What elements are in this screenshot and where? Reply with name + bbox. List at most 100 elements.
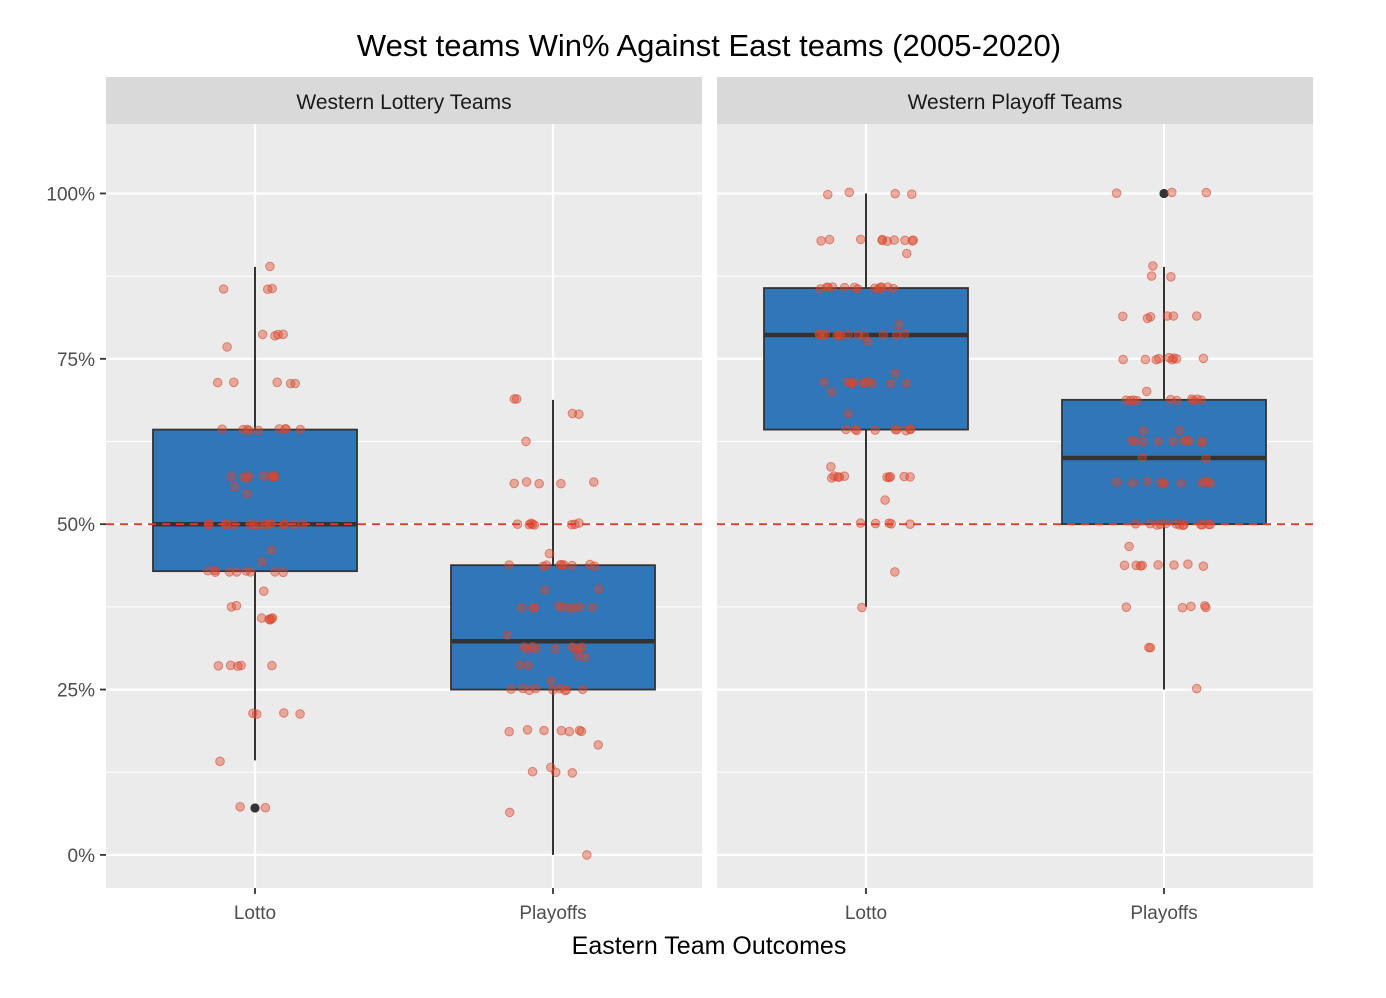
y-axis: 0% 25% 50% 75% 100% xyxy=(46,184,106,867)
jitter-point xyxy=(502,630,513,640)
jitter-point xyxy=(1142,476,1153,487)
jitter-point xyxy=(1175,425,1185,436)
jitter-point xyxy=(908,235,919,245)
jitter-point xyxy=(278,329,289,340)
jitter-point xyxy=(841,424,851,435)
jitter-point xyxy=(1201,453,1211,464)
box-group-lotto xyxy=(152,261,358,813)
jitter-point xyxy=(900,235,910,246)
jitter-point xyxy=(521,644,532,654)
jitter-point xyxy=(534,478,545,489)
jitter-point xyxy=(844,187,855,198)
jitter-point xyxy=(1142,313,1153,324)
jitter-point xyxy=(203,565,213,576)
jitter-point xyxy=(1186,601,1196,612)
jitter-point xyxy=(225,660,236,671)
jitter-point xyxy=(577,684,588,695)
jitter-point xyxy=(884,472,895,483)
x-tick-label: Lotto xyxy=(845,903,887,924)
jitter-point xyxy=(553,601,564,611)
jitter-point xyxy=(516,603,527,613)
jitter-point xyxy=(1131,560,1141,571)
jitter-point xyxy=(905,472,915,482)
jitter-point xyxy=(1187,394,1197,404)
jitter-point xyxy=(551,767,561,778)
jitter-point xyxy=(236,660,246,671)
jitter-point xyxy=(242,488,252,499)
jitter-point xyxy=(1177,602,1188,613)
jitter-point xyxy=(1111,188,1122,198)
jitter-point xyxy=(1118,354,1128,365)
jitter-point xyxy=(564,603,575,613)
jitter-point xyxy=(839,282,850,293)
jitter-point xyxy=(876,282,887,292)
jitter-point xyxy=(222,342,232,352)
jitter-point xyxy=(538,561,549,572)
jitter-point xyxy=(215,756,225,767)
jitter-point xyxy=(266,471,276,481)
jitter-point xyxy=(867,378,877,389)
jitter-point xyxy=(587,602,598,613)
jitter-point xyxy=(823,282,833,293)
jitter-point xyxy=(1153,560,1163,570)
jitter-point xyxy=(546,676,556,686)
facet-strip-label: Western Lottery Teams xyxy=(296,91,511,114)
facet-panel: Western Lottery Teams Lotto Playoffs xyxy=(106,77,702,924)
jitter-point xyxy=(539,725,549,736)
jitter-point xyxy=(233,661,243,672)
jitter-point xyxy=(819,377,829,387)
jitter-point xyxy=(1179,436,1189,446)
box-iqr xyxy=(763,287,969,431)
jitter-point xyxy=(231,567,242,577)
jitter-point xyxy=(279,708,289,718)
jitter-point xyxy=(511,394,522,404)
jitter-point xyxy=(540,585,550,595)
jitter-point xyxy=(295,424,306,435)
jitter-point xyxy=(273,329,283,340)
jitter-point xyxy=(855,234,866,245)
jitter-point xyxy=(531,643,541,654)
jitter-point xyxy=(1137,452,1147,463)
jitter-point xyxy=(1138,425,1149,436)
jitter-point xyxy=(826,462,836,472)
jitter-point xyxy=(1127,478,1138,488)
jitter-point xyxy=(258,471,269,482)
jitter-point xyxy=(574,518,584,528)
jitter-point xyxy=(833,472,843,482)
jitter-point xyxy=(567,408,578,419)
jitter-point xyxy=(270,567,280,577)
jitter-point xyxy=(235,802,245,812)
jitter-point xyxy=(567,768,578,778)
jitter-point xyxy=(229,377,239,388)
jitter-point xyxy=(1124,541,1134,552)
jitter-point xyxy=(1183,559,1193,570)
jitter-point xyxy=(1197,436,1207,447)
jitter-point xyxy=(530,683,541,694)
y-tick-label: 25% xyxy=(57,681,95,702)
jitter-point xyxy=(217,424,227,435)
jitter-point xyxy=(1196,395,1207,405)
jitter-point xyxy=(820,329,831,339)
jitter-point xyxy=(885,378,896,389)
jitter-point xyxy=(257,329,268,340)
jitter-point xyxy=(504,560,514,570)
jitter-point xyxy=(256,613,267,623)
jitter-point xyxy=(1132,395,1142,406)
jitter-point xyxy=(522,725,533,735)
jitter-point xyxy=(295,709,305,719)
jitter-point xyxy=(556,725,567,736)
jitter-point xyxy=(290,378,301,389)
jitter-point xyxy=(521,436,531,447)
jitter-point xyxy=(1191,311,1202,321)
jitter-point xyxy=(1145,642,1156,653)
jitter-point xyxy=(509,394,520,404)
jitter-point xyxy=(852,284,863,294)
jitter-point xyxy=(585,559,595,570)
jitter-point xyxy=(589,477,599,487)
y-tick-label: 50% xyxy=(57,515,95,536)
jitter-point xyxy=(521,477,532,487)
jitter-point xyxy=(1168,311,1179,321)
jitter-point xyxy=(229,481,240,492)
jitter-point xyxy=(575,602,586,612)
